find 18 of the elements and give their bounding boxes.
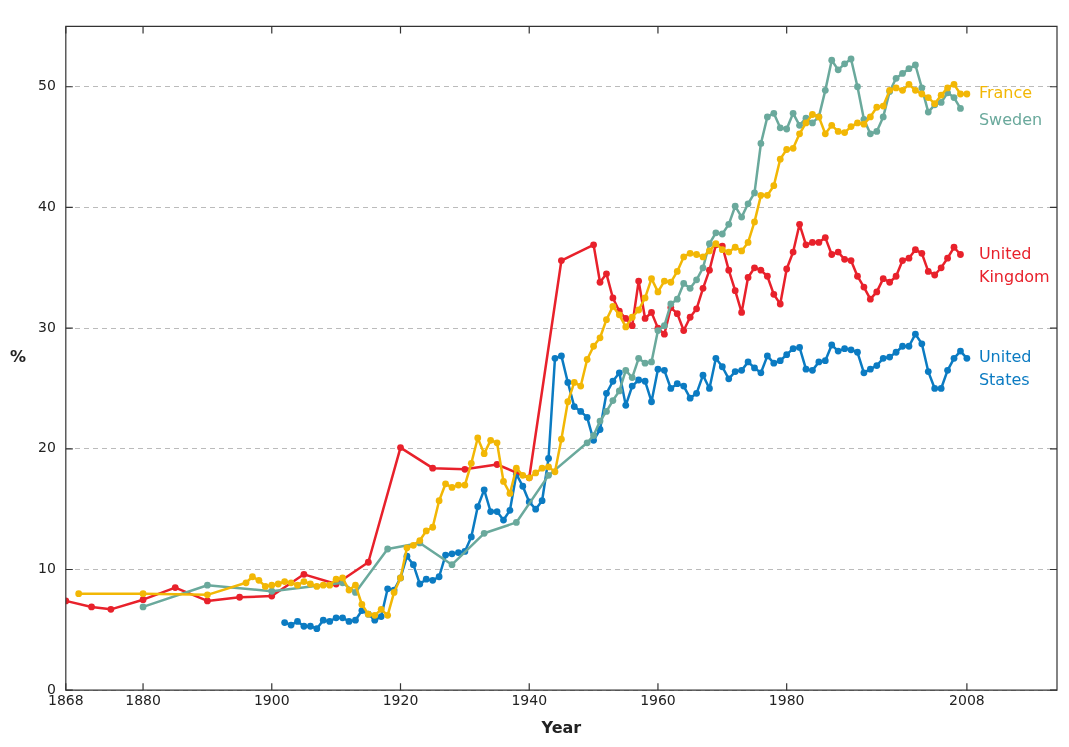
x-tick-label: 1920 xyxy=(382,692,419,709)
series-label: United States xyxy=(978,347,1032,390)
x-tick-label: 1900 xyxy=(253,692,290,709)
y-tick-label: 40 xyxy=(37,198,56,215)
x-tick-label: 1880 xyxy=(125,692,161,709)
y-tick-label: 50 xyxy=(37,77,56,94)
x-tick-label: 1980 xyxy=(768,692,805,709)
x-tick-label: 2008 xyxy=(949,692,985,709)
x-tick-label: 1940 xyxy=(511,692,548,709)
y-tick-label: 20 xyxy=(37,439,56,456)
series-label: United Kingdom xyxy=(978,243,1050,286)
x-axis-title: Year xyxy=(540,718,582,738)
series-label: Sweden xyxy=(978,110,1043,130)
series-label: France xyxy=(978,83,1033,103)
x-tick-label: 1960 xyxy=(640,692,676,709)
y-axis-title: % xyxy=(10,347,27,367)
y-tick-label: 30 xyxy=(37,318,56,335)
y-tick-label: 10 xyxy=(37,560,56,577)
